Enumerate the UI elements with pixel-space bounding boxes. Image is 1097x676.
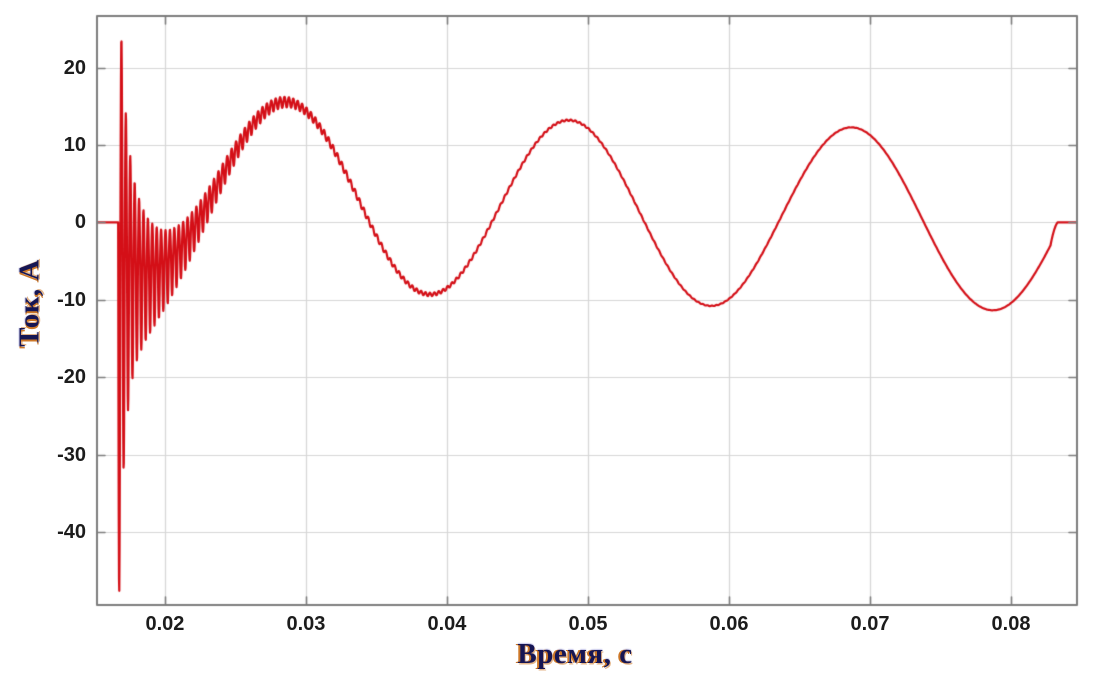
y-tick-label: -20 bbox=[57, 366, 86, 389]
y-tick-label: 10 bbox=[63, 133, 86, 156]
x-tick-label: 0.02 bbox=[145, 613, 185, 635]
x-tick-label: 0.08 bbox=[991, 613, 1031, 635]
y-tick-label: 0 bbox=[74, 211, 86, 234]
y-tick-label: -40 bbox=[57, 521, 86, 544]
x-tick-label: 0.05 bbox=[568, 613, 608, 635]
y-tick-label: -10 bbox=[57, 288, 86, 311]
x-tick-label: 0.07 bbox=[850, 613, 890, 635]
x-axis-label: Время, с bbox=[517, 638, 633, 670]
y-tick-label: -30 bbox=[57, 443, 86, 466]
x-tick-label: 0.06 bbox=[709, 613, 749, 635]
x-tick-label: 0.03 bbox=[286, 613, 326, 635]
y-tick-label: 20 bbox=[63, 56, 86, 79]
y-axis-label: Ток, А bbox=[13, 258, 46, 347]
x-tick-label: 0.04 bbox=[427, 613, 467, 635]
